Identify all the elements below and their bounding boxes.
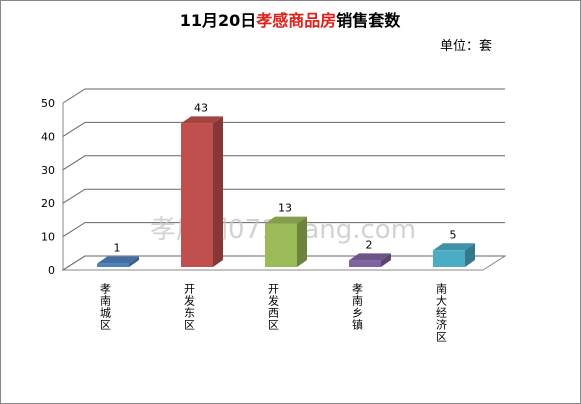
- x-tick-label: 开发东区: [183, 283, 196, 331]
- bar-front: [97, 263, 129, 267]
- bar-front: [181, 123, 213, 267]
- y-tick-label: 20: [41, 197, 55, 210]
- x-tick-label: 孝南乡镇: [351, 283, 364, 331]
- data-label: 43: [194, 101, 208, 114]
- bar: [349, 253, 391, 267]
- bar-front: [265, 223, 297, 267]
- bar-top: [265, 216, 307, 224]
- y-tick-label: 30: [41, 164, 55, 177]
- chart-title: 11月20日孝感商品房销售套数: [180, 11, 402, 30]
- bar: [433, 243, 475, 267]
- bar-side: [465, 243, 475, 267]
- bar: [97, 256, 139, 267]
- bar-side: [297, 216, 307, 267]
- grid-line: [62, 121, 505, 137]
- bar-top: [181, 116, 223, 124]
- y-tick-label: 50: [41, 97, 55, 110]
- bar: [181, 116, 223, 267]
- title-part: 11月20日: [180, 11, 257, 30]
- y-tick-label: 10: [41, 231, 55, 244]
- bar-side: [381, 253, 391, 267]
- bar-top: [97, 256, 139, 264]
- x-tick-label: 孝南城区: [99, 283, 112, 331]
- title-part: 孝感商品房: [255, 11, 336, 30]
- bar-top: [433, 243, 475, 251]
- bar-top: [349, 253, 391, 261]
- bar-side: [129, 256, 139, 267]
- data-label: 13: [278, 202, 292, 215]
- data-label: 2: [366, 238, 373, 251]
- title-part: 销售套数: [336, 11, 401, 30]
- grid-line: [62, 155, 505, 171]
- bar-front: [433, 250, 465, 267]
- y-tick-label: 0: [48, 264, 55, 277]
- data-label: 1: [114, 242, 121, 255]
- data-label: 5: [450, 228, 457, 241]
- bar-front: [349, 260, 381, 267]
- bar-side: [213, 116, 223, 267]
- x-tick-label: 开发西区: [267, 283, 280, 331]
- unit-label: 单位：套: [440, 38, 492, 54]
- grid-line: [62, 222, 505, 238]
- y-tick-label: 40: [41, 130, 55, 143]
- x-tick-label: 南大经济区: [435, 283, 448, 343]
- grid-line: [62, 88, 505, 104]
- bar: [265, 216, 307, 267]
- grid-line: [62, 188, 505, 204]
